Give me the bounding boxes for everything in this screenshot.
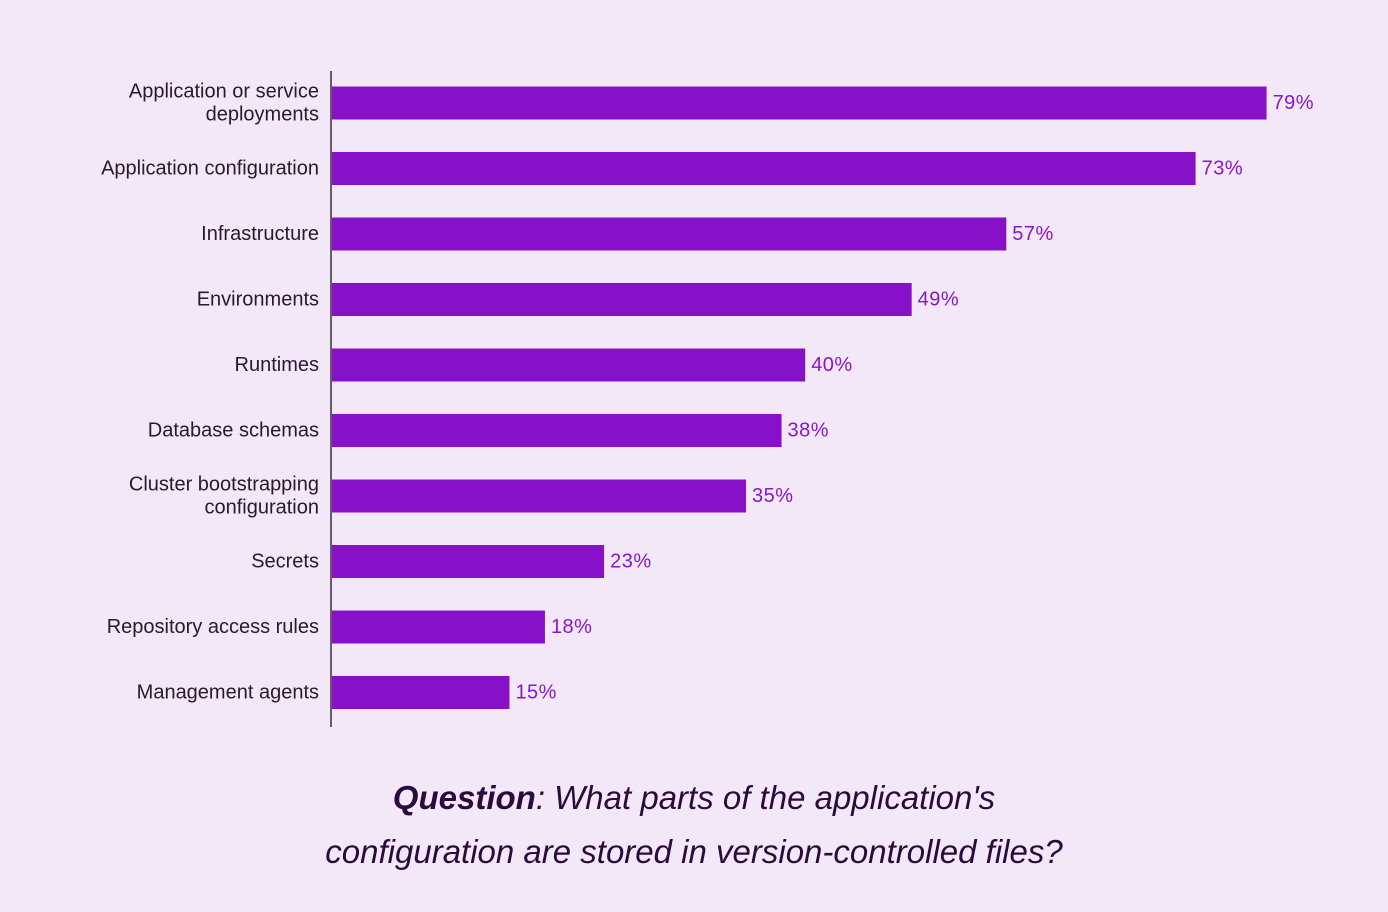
category-label-line: Application configuration xyxy=(101,158,319,180)
category-label-line: configuration xyxy=(204,497,319,519)
bar-1 xyxy=(332,86,1267,120)
category-label-line: Runtimes xyxy=(235,354,319,376)
bar-9 xyxy=(332,610,545,644)
bar-7 xyxy=(332,479,747,513)
value-label-4: 49% xyxy=(918,289,960,311)
category-label-3: Infrastructure xyxy=(201,223,319,245)
category-labels: Application or service deploymentsApplica… xyxy=(101,81,319,704)
category-label-line: Environments xyxy=(197,289,319,311)
caption-question-bold: Question xyxy=(392,779,536,816)
value-label-8: 23% xyxy=(610,551,652,573)
category-label-line: Infrastructure xyxy=(201,223,319,245)
caption-line-1-text: : What parts of the application's xyxy=(535,779,996,816)
category-label-4: Environments xyxy=(197,289,319,311)
bar-chart: Application or service deploymentsApplica… xyxy=(101,71,1315,727)
value-label-1: 79% xyxy=(1273,92,1315,114)
category-label-line: Secrets xyxy=(251,551,319,573)
value-label-10: 15% xyxy=(515,682,557,704)
category-label-line: Repository access rules xyxy=(107,616,319,638)
caption-line-2: configuration are stored in version-cont… xyxy=(325,833,1063,870)
category-label-6: Database schemas xyxy=(148,420,319,442)
value-label-2: 73% xyxy=(1202,158,1244,180)
category-label-7: Cluster bootstrapping configuration xyxy=(129,474,319,519)
value-labels: 79% 73% 57% 49% 40% 38% 35% 23% 18% 15% xyxy=(515,92,1315,704)
chart-caption: Question: What parts of the application'… xyxy=(0,771,1388,879)
value-label-5: 40% xyxy=(811,354,853,376)
caption-line-1: Question: What parts of the application'… xyxy=(0,771,1388,825)
category-label-10: Management agents xyxy=(137,682,319,704)
category-label-1: Application or service deployments xyxy=(129,81,319,126)
value-label-7: 35% xyxy=(752,485,794,507)
category-label-9: Repository access rules xyxy=(107,616,319,638)
category-label-2: Application configuration xyxy=(101,158,319,180)
value-label-3: 57% xyxy=(1012,223,1054,245)
bar-6 xyxy=(332,414,782,447)
value-label-6: 38% xyxy=(788,420,830,442)
category-label-line: Application or service xyxy=(129,81,319,103)
bar-2 xyxy=(332,152,1196,185)
value-label-9: 18% xyxy=(551,616,593,638)
category-label-line: Database schemas xyxy=(148,420,319,442)
category-label-line: Cluster bootstrapping xyxy=(129,474,319,496)
category-label-line: Management agents xyxy=(137,682,319,704)
category-label-8: Secrets xyxy=(251,551,319,573)
bar-4 xyxy=(332,283,912,316)
category-label-5: Runtimes xyxy=(235,354,319,376)
bar-3 xyxy=(332,217,1007,251)
category-label-line: deployments xyxy=(206,104,319,126)
bar-8 xyxy=(332,545,605,578)
bars-group xyxy=(332,86,1267,709)
bar-5 xyxy=(332,348,806,382)
bar-10 xyxy=(332,676,510,709)
